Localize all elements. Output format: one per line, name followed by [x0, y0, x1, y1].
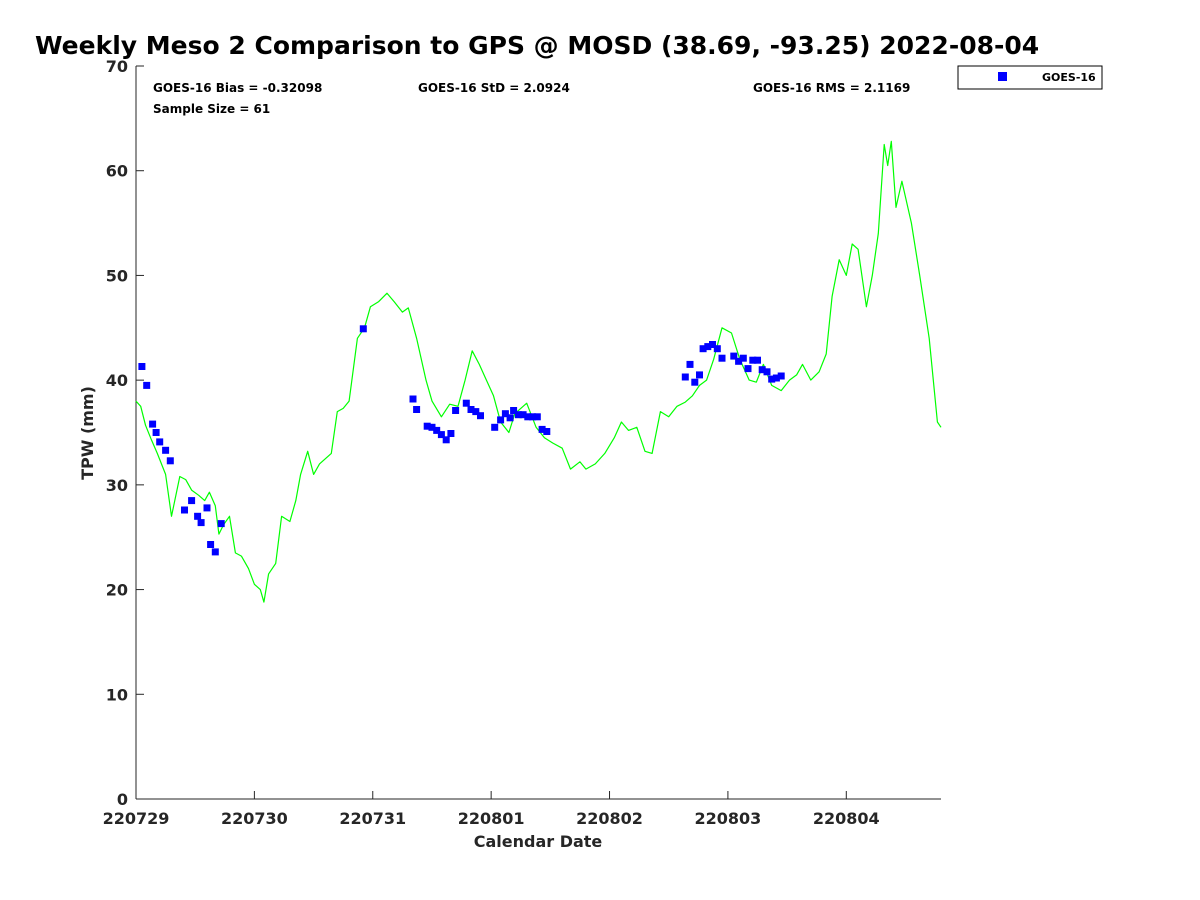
y-tick-label: 0	[117, 790, 128, 809]
goes16-point	[433, 426, 441, 434]
gps-series	[135, 140, 942, 603]
goes16-point	[730, 352, 738, 360]
rms-stat: GOES-16 RMS = 2.1169	[753, 81, 910, 95]
y-tick-label: 40	[106, 371, 128, 390]
goes16-point	[194, 512, 202, 520]
plot-area	[135, 66, 941, 800]
x-tick-label: 220730	[221, 809, 288, 828]
goes16-series	[138, 325, 785, 556]
goes16-point	[519, 411, 527, 419]
goes16-point	[749, 356, 757, 364]
goes16-point	[713, 345, 721, 353]
goes16-point	[359, 325, 367, 333]
goes16-point	[709, 341, 716, 348]
goes16-point	[514, 411, 522, 419]
chart-title: Weekly Meso 2 Comparison to GPS @ MOSD (…	[35, 31, 1039, 60]
goes16-point	[699, 345, 707, 353]
y-axis-label: TPW (mm)	[78, 386, 97, 480]
bias-stat: GOES-16 Bias = -0.32098	[153, 81, 322, 95]
goes16-point	[442, 436, 450, 444]
goes16-point	[409, 395, 417, 403]
goes16-point	[497, 416, 505, 424]
x-axis: 220729 220730 220731 220801 220802 220803 2208…	[103, 791, 880, 828]
goes16-point	[162, 446, 170, 454]
goes16-point	[538, 425, 546, 433]
goes16-point	[143, 381, 151, 389]
legend: GOES-16	[957, 65, 1103, 90]
goes16-point	[203, 504, 211, 512]
std-stat: GOES-16 StD = 2.0924	[418, 81, 570, 95]
goes16-point	[428, 423, 436, 431]
goes16-point	[772, 374, 780, 382]
goes16-point	[777, 372, 785, 380]
y-axis: 0 10 20 30 40 50 60 70	[106, 57, 144, 809]
y-tick-label: 20	[106, 581, 128, 600]
goes16-point	[166, 457, 174, 465]
goes16-point	[138, 363, 146, 370]
goes16-point	[211, 548, 219, 556]
y-tick-label: 50	[106, 266, 128, 285]
goes16-point	[686, 360, 694, 368]
goes16-point	[524, 413, 532, 421]
y-tick-label: 10	[106, 685, 128, 704]
goes16-point	[452, 407, 460, 414]
goes16-point	[207, 541, 215, 548]
goes16-point	[758, 366, 766, 374]
goes16-point	[754, 356, 761, 364]
x-tick-label: 220731	[339, 809, 406, 828]
goes16-point	[768, 375, 776, 383]
goes16-point	[696, 371, 703, 379]
y-tick-label: 30	[106, 476, 128, 495]
goes16-point	[533, 413, 541, 421]
goes16-point	[491, 423, 499, 431]
goes16-point	[506, 414, 514, 422]
goes16-point	[462, 399, 470, 407]
goes16-point	[477, 412, 484, 420]
goes16-point	[501, 410, 509, 418]
goes16-point	[437, 431, 445, 439]
x-tick-label: 220802	[576, 809, 643, 828]
x-tick-label: 220801	[458, 809, 525, 828]
goes16-point	[763, 368, 771, 376]
goes16-point	[529, 413, 537, 421]
goes16-point	[472, 408, 480, 416]
x-tick-label: 220803	[695, 809, 762, 828]
goes16-point	[691, 378, 699, 386]
goes16-point	[467, 406, 475, 413]
goes16-point	[423, 422, 431, 430]
goes16-point	[188, 497, 196, 505]
y-tick-label: 70	[106, 57, 128, 76]
x-tick-label: 220804	[813, 809, 880, 828]
goes16-point	[156, 438, 164, 446]
goes16-point	[510, 407, 518, 414]
goes16-point	[718, 354, 726, 362]
goes16-point	[217, 520, 225, 528]
goes16-point	[735, 357, 743, 365]
goes16-point	[739, 354, 747, 362]
legend-marker-goes16	[998, 72, 1007, 81]
legend-label-goes16: GOES-16	[1042, 71, 1096, 84]
sample-size-stat: Sample Size = 61	[153, 102, 270, 116]
goes16-point	[181, 506, 188, 514]
gps-line	[135, 140, 942, 603]
goes16-point	[704, 343, 712, 351]
goes16-point	[413, 406, 421, 413]
goes16-point	[543, 428, 551, 435]
goes16-point	[152, 429, 160, 436]
goes16-point	[744, 365, 752, 373]
x-tick-label: 220729	[103, 809, 170, 828]
y-tick-label: 60	[106, 162, 128, 181]
goes16-point	[197, 519, 205, 527]
x-axis-label: Calendar Date	[474, 832, 603, 851]
goes16-point	[681, 373, 689, 381]
legend-box	[957, 65, 1103, 90]
goes16-point	[149, 420, 157, 428]
goes16-point	[447, 430, 455, 437]
